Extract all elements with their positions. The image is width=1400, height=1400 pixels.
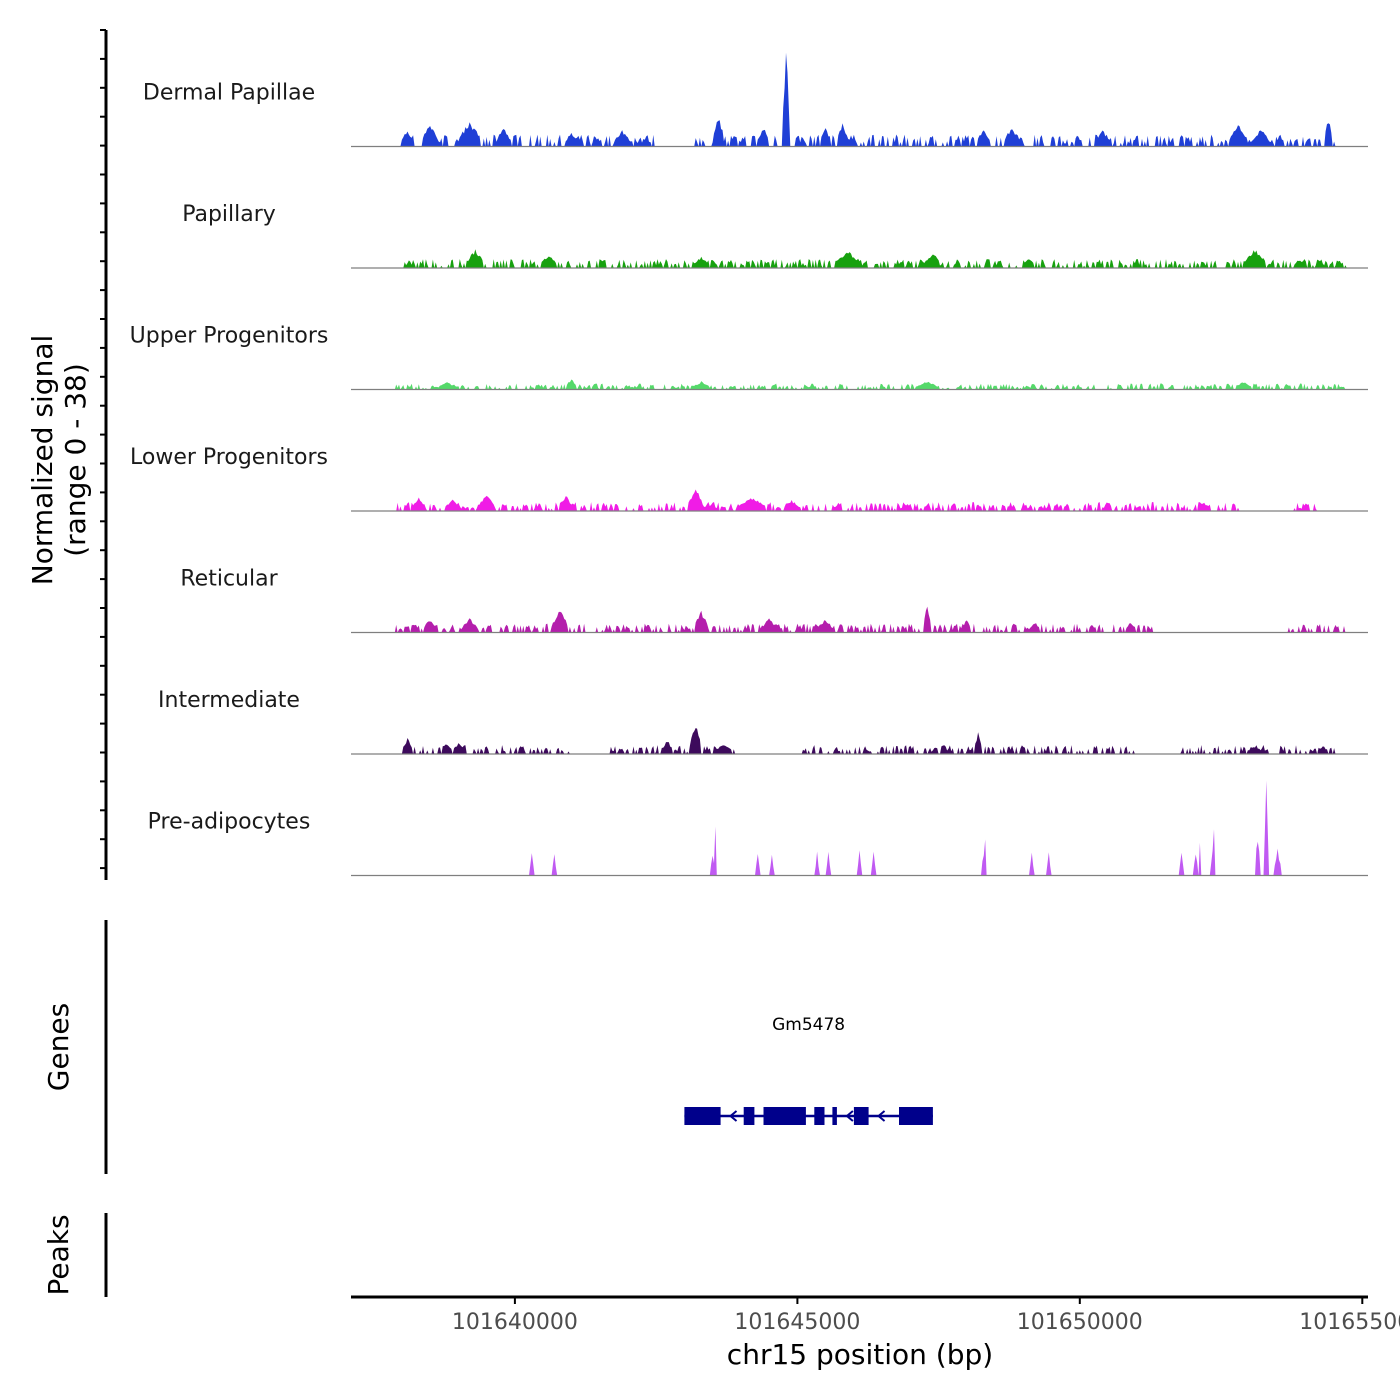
x-axis-title: chr15 position (bp) <box>727 1338 993 1371</box>
gene-annotation-track: Gm5478 <box>684 1015 933 1125</box>
gene-exon <box>684 1107 721 1125</box>
coverage-area <box>351 52 1368 147</box>
gene-gm5478: Gm5478 <box>684 1015 933 1125</box>
strand-arrow <box>728 1110 738 1122</box>
track-label: Intermediate <box>158 688 300 713</box>
track-label: Pre-adipocytes <box>148 810 311 835</box>
track-label: Papillary <box>182 202 276 227</box>
track-label: Reticular <box>180 567 278 592</box>
y-axis-title-line2: (range 0 - 38) <box>59 363 92 557</box>
gene-exon <box>853 1107 869 1125</box>
peaks-track-title: Peaks <box>42 1214 75 1295</box>
track-intermediate: Intermediate <box>158 688 1368 755</box>
y-axis-title-line1: Normalized signal <box>26 335 59 586</box>
coverage-area <box>351 379 1368 390</box>
track-label: Lower Progenitors <box>130 445 328 470</box>
strand-arrow <box>845 1110 854 1122</box>
coverage-y-ticks <box>100 29 106 870</box>
track-reticular: Reticular <box>180 567 1368 634</box>
coverage-area <box>351 780 1368 876</box>
x-axis-ticks: 101640000 101645000 101650000 101655000 <box>452 1297 1400 1335</box>
gene-name-label: Gm5478 <box>772 1015 845 1035</box>
track-label: Upper Progenitors <box>130 324 329 349</box>
x-tick-label: 101650000 <box>1017 1310 1143 1335</box>
track-dermal-papillae: Dermal Papillae <box>143 52 1368 148</box>
x-tick-label: 101640000 <box>452 1310 578 1335</box>
track-upper-progenitors: Upper Progenitors <box>130 324 1368 391</box>
track-label: Dermal Papillae <box>143 81 315 106</box>
coverage-area <box>351 489 1368 511</box>
gene-exon <box>832 1107 837 1125</box>
track-lower-progenitors: Lower Progenitors <box>130 445 1368 512</box>
coverage-area <box>351 606 1368 633</box>
track-pre-adipocytes: Pre-adipocytes <box>148 780 1368 877</box>
gene-exon <box>814 1107 825 1125</box>
x-tick-label: 101645000 <box>734 1310 860 1335</box>
track-papillary: Papillary <box>182 202 1368 269</box>
gene-exon <box>763 1107 806 1125</box>
coverage-tracks: Dermal Papillae Papillary Upper Progenitor… <box>130 52 1368 877</box>
x-tick-label: 101655000 <box>1299 1310 1400 1335</box>
strand-arrow <box>876 1110 886 1122</box>
coverage-area <box>351 728 1368 754</box>
genes-track-title: Genes <box>42 1003 75 1091</box>
gene-exon <box>743 1107 755 1125</box>
gene-exon <box>899 1107 933 1125</box>
coverage-area <box>351 249 1368 268</box>
